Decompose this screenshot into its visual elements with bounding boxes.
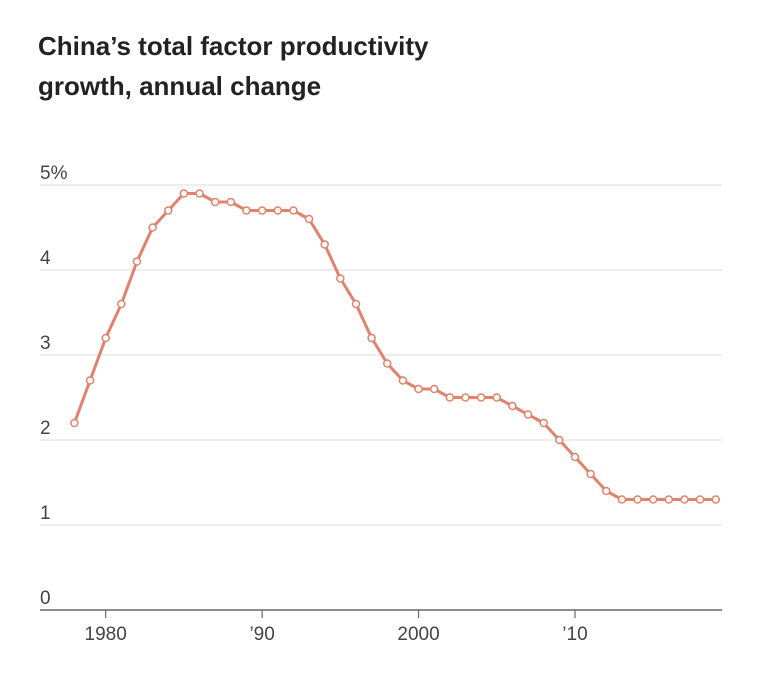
point	[85, 376, 95, 385]
point	[257, 206, 267, 215]
point	[367, 333, 376, 343]
point	[648, 495, 658, 504]
point	[617, 495, 627, 504]
point	[70, 418, 79, 428]
point	[117, 299, 126, 309]
y-tick-label: 4	[40, 248, 51, 269]
point	[711, 495, 720, 504]
point	[179, 189, 189, 198]
point	[586, 469, 595, 479]
point	[461, 393, 470, 402]
y-tick-label: 2	[40, 418, 51, 439]
point	[601, 486, 611, 496]
chart-title: China’s total factor productivity growth…	[38, 31, 429, 101]
point	[210, 197, 220, 207]
point	[492, 393, 502, 402]
point	[633, 495, 642, 504]
point	[383, 359, 392, 368]
point	[101, 333, 110, 343]
point	[226, 197, 236, 207]
point	[242, 206, 251, 215]
point	[304, 214, 314, 224]
point	[289, 206, 298, 215]
line	[73, 192, 716, 501]
point	[476, 393, 486, 402]
x-tick-label: ’10	[562, 624, 587, 645]
point	[195, 189, 204, 198]
point	[429, 384, 439, 394]
point	[320, 240, 329, 249]
y-tick-label: 3	[40, 333, 51, 354]
point	[555, 435, 564, 445]
point	[398, 376, 408, 385]
point	[164, 206, 173, 215]
point	[132, 257, 142, 266]
point	[680, 495, 689, 504]
point	[664, 495, 674, 504]
point	[148, 223, 157, 232]
point	[445, 393, 455, 402]
point	[695, 495, 705, 504]
y-tick-label: 1	[40, 503, 51, 524]
y-tick-label: 5%	[40, 163, 68, 184]
point	[539, 418, 548, 428]
x-tick-label: ’90	[249, 624, 274, 645]
y-tick-label: 0	[40, 588, 51, 609]
point	[414, 384, 423, 394]
point	[523, 410, 533, 419]
point	[336, 274, 345, 283]
point	[351, 299, 361, 309]
point	[273, 206, 283, 215]
point	[508, 401, 517, 411]
x-tick-label: 2000	[397, 624, 439, 645]
point	[570, 452, 580, 462]
x-tick-label: 1980	[85, 624, 127, 645]
